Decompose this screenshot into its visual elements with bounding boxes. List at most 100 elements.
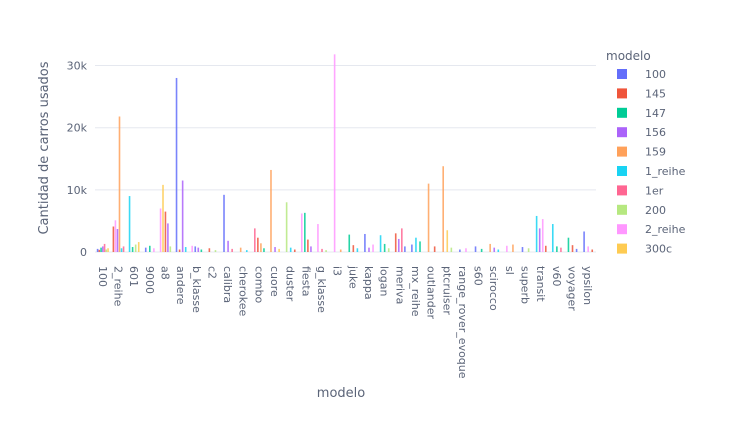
x-tick-label: s60 xyxy=(472,266,485,286)
x-tick-label: outlander xyxy=(425,266,438,320)
bar xyxy=(497,249,500,252)
legend-item[interactable]: 100 xyxy=(617,68,666,81)
bar xyxy=(144,247,147,252)
bar xyxy=(348,234,351,252)
bar xyxy=(107,248,109,252)
legend-label: 156 xyxy=(645,126,666,139)
legend-items: 100 145 147 156 159 1_reihe 1er 200 2_reihe 300c xyxy=(617,68,686,256)
x-tick-label: superb xyxy=(519,266,532,304)
x-tick-label: juke xyxy=(346,265,359,289)
bar xyxy=(131,247,134,252)
bar xyxy=(551,224,554,252)
legend-label: 300c xyxy=(645,243,672,256)
bar xyxy=(415,237,417,252)
bar xyxy=(404,246,406,252)
bar xyxy=(379,235,382,252)
x-tick-label: c2 xyxy=(205,266,218,279)
bar xyxy=(459,249,461,252)
bar xyxy=(493,247,496,252)
x-tick-label: logan xyxy=(378,266,391,297)
bar xyxy=(263,248,265,252)
x-tick-label: i3 xyxy=(331,266,344,276)
bar xyxy=(474,246,477,252)
bar xyxy=(575,248,578,252)
legend-swatch xyxy=(617,204,627,215)
legend-item[interactable]: 200 xyxy=(617,204,666,217)
legend-label: 100 xyxy=(645,68,666,81)
x-tick-label: transit xyxy=(534,266,547,302)
bar xyxy=(527,248,530,252)
bar xyxy=(96,248,99,252)
y-tick-label: 0 xyxy=(80,246,87,259)
bar xyxy=(122,246,125,252)
y-tick-label: 20k xyxy=(67,122,88,135)
bar xyxy=(304,212,306,252)
bar xyxy=(214,250,217,252)
legend-swatch xyxy=(617,243,627,254)
bar xyxy=(285,202,288,252)
legend-item[interactable]: 1er xyxy=(617,184,664,197)
bar xyxy=(270,169,272,252)
y-tick-label: 30k xyxy=(67,60,88,73)
x-tick-label: ypsilon xyxy=(581,266,594,305)
legend-item[interactable]: 159 xyxy=(617,146,666,159)
bar xyxy=(239,247,242,252)
bar xyxy=(169,246,172,252)
bar xyxy=(352,245,355,252)
bar xyxy=(512,244,514,252)
x-tick-label: v60 xyxy=(550,266,563,287)
legend-label: 2_reihe xyxy=(645,223,686,236)
legend-item[interactable]: 2_reihe xyxy=(617,223,686,236)
y-axis-title: Cantidad de carros usados xyxy=(37,61,52,234)
bar xyxy=(411,244,413,252)
bar xyxy=(116,229,119,252)
bar xyxy=(397,238,400,252)
legend-swatch xyxy=(617,146,627,157)
bar xyxy=(191,245,193,252)
legend-item[interactable]: 300c xyxy=(617,243,672,256)
bar xyxy=(178,249,181,252)
x-tick-label: andere xyxy=(174,266,187,305)
bar xyxy=(567,237,570,252)
bar xyxy=(289,247,292,252)
bar xyxy=(167,223,169,252)
x-tick-label: b_klasse xyxy=(190,266,203,313)
legend-label: 1er xyxy=(645,184,664,197)
bar xyxy=(208,248,211,252)
legend-item[interactable]: 156 xyxy=(617,126,666,139)
bar xyxy=(128,196,131,252)
legend-label: 147 xyxy=(645,107,666,120)
bar xyxy=(162,184,164,252)
legend-item[interactable]: 1_reihe xyxy=(617,165,686,178)
legend: modelo 100 145 147 156 159 1_reihe 1er 200 2_rei… xyxy=(606,49,686,256)
bar xyxy=(587,246,589,252)
bar xyxy=(164,211,167,252)
bar xyxy=(401,228,403,252)
y-axis-ticks: 0 10k 20k 30k xyxy=(67,60,88,259)
bar xyxy=(465,248,467,252)
bar xyxy=(293,249,296,252)
legend-swatch xyxy=(617,69,627,79)
x-tick-label: a8 xyxy=(158,266,171,280)
bar xyxy=(112,226,115,252)
bar xyxy=(480,248,483,252)
bar xyxy=(544,245,547,252)
legend-item[interactable]: 147 xyxy=(617,107,666,120)
x-tick-label: fiesta xyxy=(299,266,312,296)
bar xyxy=(149,245,151,252)
legend-swatch xyxy=(617,107,627,118)
bar xyxy=(571,245,574,252)
x-tick-label: mx_reihe xyxy=(409,266,422,317)
legend-item[interactable]: 145 xyxy=(617,87,666,100)
bar xyxy=(583,231,585,252)
bar xyxy=(197,247,200,252)
bar xyxy=(506,245,508,252)
bar xyxy=(321,248,323,252)
bar xyxy=(538,228,541,252)
bar xyxy=(120,248,123,252)
bar xyxy=(419,241,421,252)
bar xyxy=(394,233,397,252)
gridlines xyxy=(95,65,596,253)
legend-swatch xyxy=(617,88,627,99)
